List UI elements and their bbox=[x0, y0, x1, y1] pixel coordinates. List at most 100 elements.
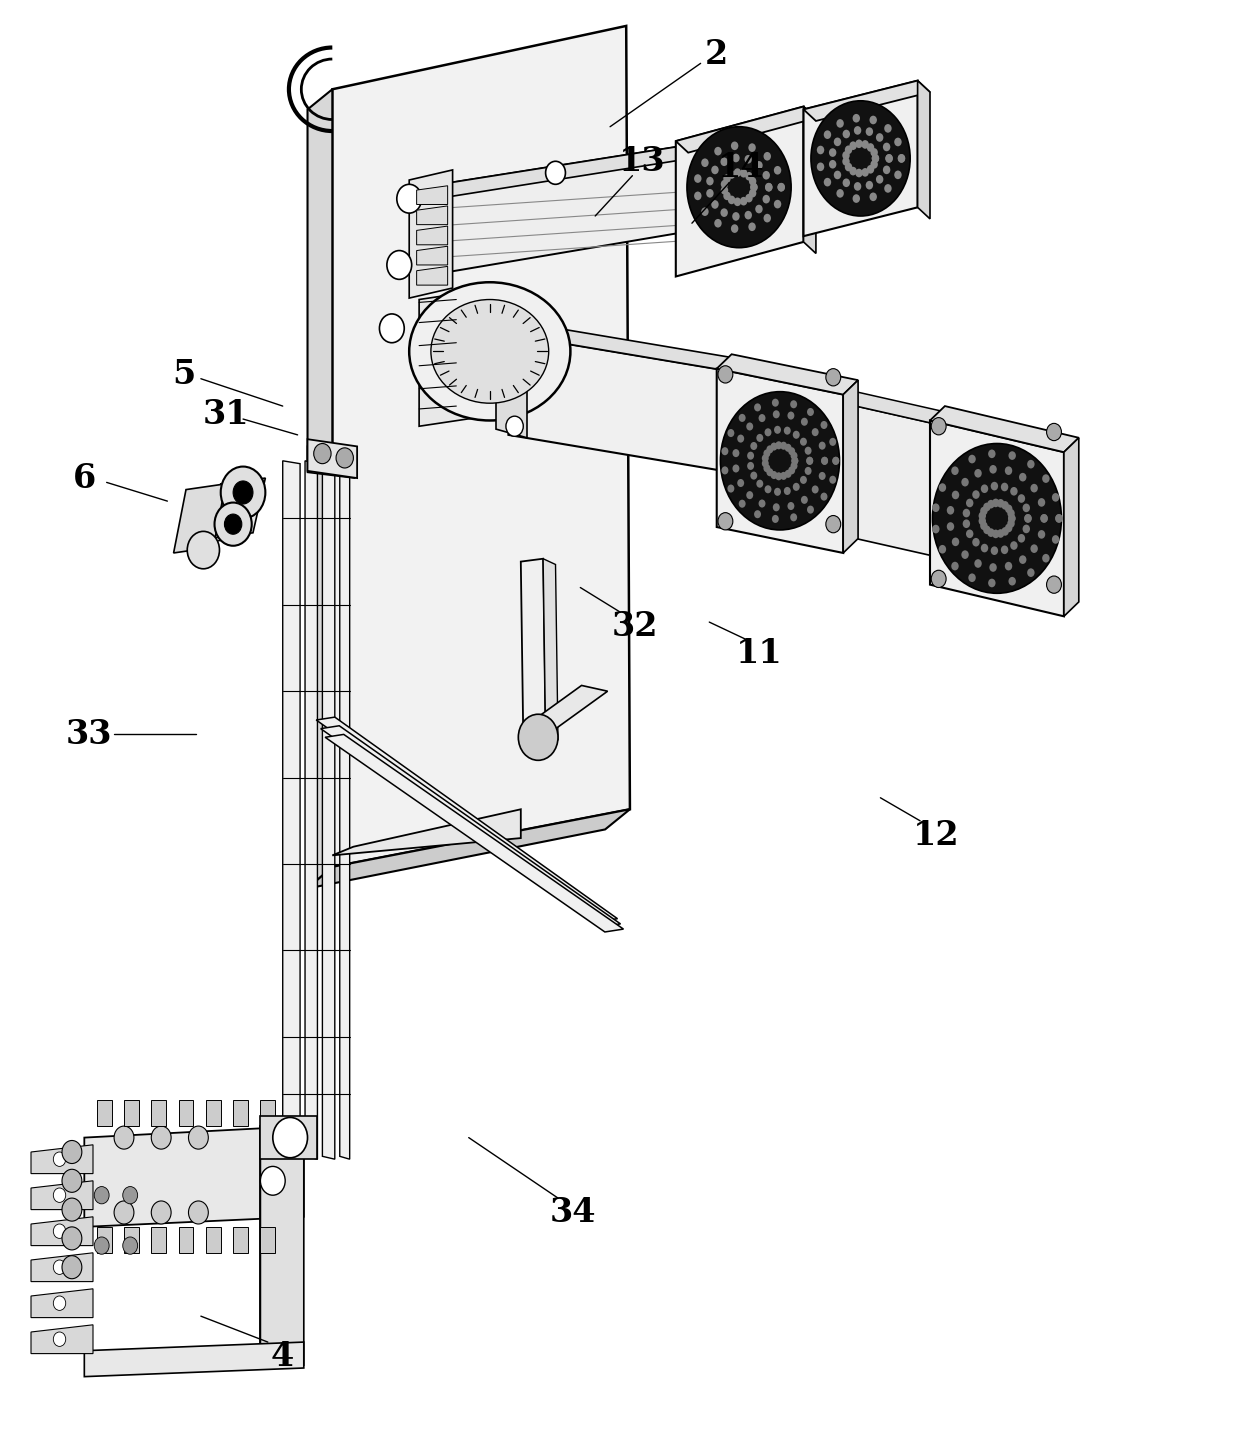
Circle shape bbox=[1018, 534, 1025, 543]
Circle shape bbox=[972, 490, 980, 498]
Polygon shape bbox=[804, 107, 816, 253]
Circle shape bbox=[806, 456, 813, 465]
Circle shape bbox=[966, 498, 973, 507]
Circle shape bbox=[1004, 562, 1012, 570]
Circle shape bbox=[750, 471, 758, 480]
Polygon shape bbox=[325, 734, 624, 932]
Circle shape bbox=[694, 192, 702, 200]
Circle shape bbox=[1052, 492, 1059, 501]
Polygon shape bbox=[409, 170, 453, 298]
Circle shape bbox=[983, 526, 991, 534]
Circle shape bbox=[756, 480, 764, 488]
Circle shape bbox=[1023, 504, 1030, 513]
Circle shape bbox=[812, 485, 818, 494]
Circle shape bbox=[694, 174, 702, 183]
Text: 34: 34 bbox=[549, 1197, 596, 1228]
Text: 5: 5 bbox=[172, 359, 195, 390]
Circle shape bbox=[734, 197, 742, 206]
Circle shape bbox=[748, 462, 754, 469]
Polygon shape bbox=[417, 246, 448, 265]
Circle shape bbox=[123, 1237, 138, 1254]
Circle shape bbox=[720, 157, 728, 166]
Circle shape bbox=[728, 196, 735, 204]
Circle shape bbox=[114, 1126, 134, 1149]
Polygon shape bbox=[419, 288, 496, 426]
Ellipse shape bbox=[432, 300, 549, 403]
Circle shape bbox=[62, 1140, 82, 1164]
Circle shape bbox=[1002, 527, 1009, 536]
Circle shape bbox=[800, 475, 807, 484]
Polygon shape bbox=[31, 1145, 93, 1174]
Circle shape bbox=[952, 537, 960, 546]
Circle shape bbox=[812, 428, 818, 436]
Circle shape bbox=[805, 467, 811, 475]
Circle shape bbox=[832, 456, 839, 465]
Circle shape bbox=[764, 213, 771, 222]
Circle shape bbox=[830, 438, 836, 446]
Circle shape bbox=[833, 138, 841, 147]
Circle shape bbox=[883, 166, 890, 174]
Circle shape bbox=[988, 579, 996, 588]
Circle shape bbox=[720, 209, 728, 217]
Circle shape bbox=[1007, 508, 1014, 517]
Circle shape bbox=[780, 442, 787, 449]
Circle shape bbox=[763, 171, 770, 180]
Circle shape bbox=[791, 456, 799, 465]
Circle shape bbox=[1008, 451, 1016, 459]
Circle shape bbox=[707, 189, 714, 197]
Circle shape bbox=[1055, 514, 1063, 523]
Circle shape bbox=[759, 500, 765, 507]
Circle shape bbox=[777, 183, 785, 192]
Circle shape bbox=[991, 482, 998, 491]
Circle shape bbox=[968, 573, 976, 582]
Circle shape bbox=[932, 504, 940, 513]
Circle shape bbox=[1024, 514, 1032, 523]
Circle shape bbox=[761, 459, 769, 468]
Circle shape bbox=[728, 170, 735, 179]
Polygon shape bbox=[206, 1100, 221, 1126]
Circle shape bbox=[821, 456, 828, 465]
Polygon shape bbox=[308, 809, 630, 888]
Circle shape bbox=[215, 503, 252, 546]
Circle shape bbox=[1027, 459, 1034, 468]
Circle shape bbox=[830, 160, 837, 168]
Circle shape bbox=[884, 184, 892, 193]
Circle shape bbox=[765, 183, 773, 192]
Polygon shape bbox=[930, 406, 1079, 452]
Polygon shape bbox=[151, 1227, 166, 1253]
Circle shape bbox=[777, 183, 785, 192]
Circle shape bbox=[723, 174, 730, 183]
Circle shape bbox=[870, 148, 878, 157]
Circle shape bbox=[773, 410, 780, 419]
Circle shape bbox=[761, 454, 769, 462]
Circle shape bbox=[990, 563, 997, 572]
Circle shape bbox=[745, 194, 753, 203]
Circle shape bbox=[931, 418, 946, 435]
Circle shape bbox=[898, 154, 905, 163]
Circle shape bbox=[980, 521, 987, 530]
Polygon shape bbox=[31, 1325, 93, 1354]
Circle shape bbox=[832, 456, 839, 465]
Polygon shape bbox=[930, 420, 1064, 616]
Circle shape bbox=[826, 516, 841, 533]
Circle shape bbox=[854, 127, 862, 135]
Circle shape bbox=[870, 160, 878, 168]
Polygon shape bbox=[179, 1100, 193, 1126]
Circle shape bbox=[818, 472, 826, 480]
Circle shape bbox=[872, 154, 879, 163]
Circle shape bbox=[975, 559, 982, 567]
Circle shape bbox=[722, 467, 728, 474]
Circle shape bbox=[966, 530, 973, 539]
Circle shape bbox=[546, 161, 565, 184]
Circle shape bbox=[972, 539, 980, 547]
Circle shape bbox=[1040, 514, 1048, 523]
Circle shape bbox=[817, 163, 825, 171]
Circle shape bbox=[1008, 577, 1016, 586]
Circle shape bbox=[750, 183, 758, 192]
Polygon shape bbox=[417, 186, 448, 204]
Polygon shape bbox=[843, 380, 858, 553]
Circle shape bbox=[740, 197, 748, 206]
Polygon shape bbox=[308, 439, 357, 478]
Circle shape bbox=[844, 163, 852, 171]
Circle shape bbox=[722, 448, 728, 455]
